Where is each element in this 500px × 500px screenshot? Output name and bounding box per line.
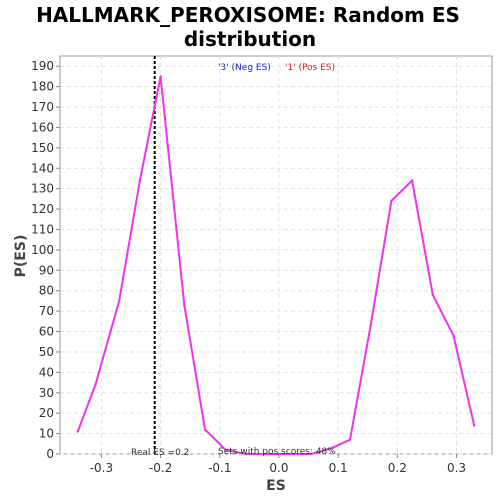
y-tick-label: 40 (39, 365, 54, 379)
y-tick-label: 70 (39, 304, 54, 318)
y-tick-label: 110 (31, 222, 54, 236)
y-tick-label: 10 (39, 427, 54, 441)
y-tick-label: 130 (31, 182, 54, 196)
x-tick-label: -0.3 (90, 461, 113, 475)
data-point (76, 430, 79, 433)
x-tick-label: 0.3 (447, 461, 466, 475)
data-point (159, 75, 162, 78)
y-tick-label: 90 (39, 263, 54, 277)
real-es-label: Real ES =0.2 (131, 448, 189, 458)
data-point (224, 448, 227, 452)
y-tick-label: 60 (39, 325, 54, 339)
y-tick-label: 170 (31, 100, 54, 114)
data-point (348, 438, 352, 441)
x-tick-label: -0.2 (149, 461, 172, 475)
y-tick-label: 50 (39, 345, 54, 359)
y-tick-label: 140 (31, 161, 54, 175)
chart-title-line1: HALLMARK_PEROXISOME: Random ES (36, 3, 460, 27)
x-tick-label: 0.0 (269, 461, 288, 475)
y-tick-label: 80 (39, 284, 54, 298)
y-tick-label: 100 (31, 243, 54, 257)
y-tick-label: 30 (39, 386, 54, 400)
pos-scores-label: Sets with pos scores: 48% (218, 447, 336, 457)
plot-area (59, 55, 493, 455)
data-point (203, 428, 207, 431)
x-tick-label: 0.1 (329, 461, 348, 475)
x-tick-label: 0.2 (388, 461, 407, 475)
y-tick-label: 150 (31, 141, 54, 155)
data-point (390, 199, 393, 203)
data-point (245, 452, 248, 456)
data-point (117, 299, 121, 303)
y-tick-label: 190 (31, 59, 54, 73)
chart-title-line2: distribution (184, 27, 316, 51)
y-tick-label: 0 (46, 447, 54, 461)
data-point (138, 179, 142, 182)
y-tick-label: 20 (39, 406, 54, 420)
data-point (369, 324, 372, 327)
data-point (277, 452, 281, 456)
data-point (452, 334, 455, 337)
data-point (183, 303, 186, 307)
legend-pos-es: '1' (Pos ES) (285, 63, 335, 73)
x-tick-label: -0.1 (208, 461, 231, 475)
data-point (94, 383, 97, 386)
legend-neg-es: '3' (Neg ES) (218, 63, 271, 73)
y-tick-label: 180 (31, 80, 54, 94)
data-point (310, 452, 313, 456)
y-axis-label: P(ES) (13, 235, 29, 278)
data-point (410, 179, 414, 182)
y-tick-label: 160 (31, 120, 54, 134)
grid-lines (60, 56, 492, 455)
series-points (76, 75, 476, 456)
y-axis-ticks: 0 10 20 30 40 50 60 70 80 90 100 110 120 130 140 150 160… (31, 59, 60, 461)
data-point (331, 446, 334, 450)
x-axis-ticks: -0.3 -0.2 -0.1 0.0 0.1 0.2 0.3 (90, 454, 466, 475)
y-tick-label: 120 (31, 202, 54, 216)
data-point (431, 293, 435, 296)
x-axis-label: ES (266, 478, 286, 494)
data-point (473, 424, 476, 427)
